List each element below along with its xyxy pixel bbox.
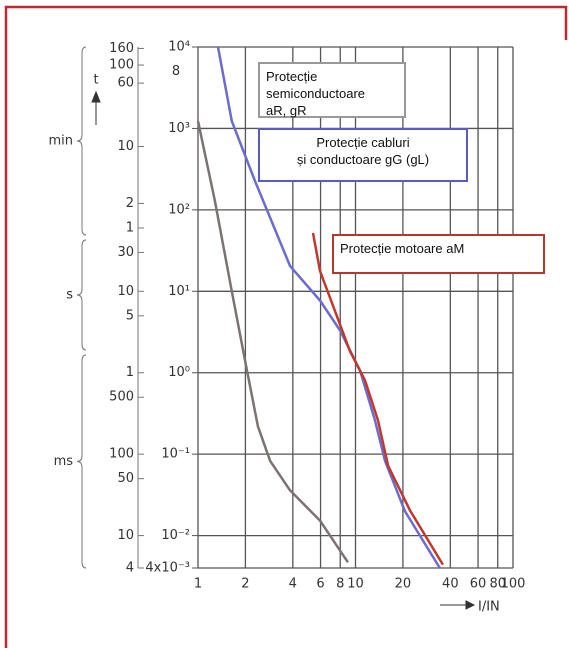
time-tick-label: 100 <box>109 447 134 462</box>
time-tick-label: 60 <box>117 76 134 91</box>
time-tick-label: 1 <box>126 365 134 380</box>
x-tick-label: 80 <box>489 577 506 592</box>
time-tick-label: 500 <box>109 390 134 405</box>
time-unit: s <box>66 288 73 303</box>
curve <box>196 120 349 563</box>
time-tick-label: 160 <box>109 41 134 56</box>
time-tick-label: 30 <box>117 245 134 260</box>
x-tick-label: 8 <box>336 577 344 592</box>
x-tick-label: 4 <box>289 577 297 592</box>
legend-box: Protecție semiconductoare aR, gR <box>258 62 406 118</box>
time-tick-label: 1 <box>126 220 134 235</box>
x-label: I/IN <box>478 600 500 615</box>
time-tick-label: 100 <box>109 58 134 73</box>
time-tick-label: 10 <box>117 284 134 299</box>
annotation: 8 <box>172 64 180 79</box>
time-unit: min <box>48 134 73 149</box>
y-tick-label: 10⁻¹ <box>161 447 190 462</box>
time-tick-label: 4 <box>126 561 134 576</box>
time-tick-label: 2 <box>126 196 134 211</box>
x-tick-label: 40 <box>442 577 459 592</box>
brace <box>76 46 87 236</box>
x-tick-label: 6 <box>316 577 324 592</box>
time-tick-label: 50 <box>117 471 134 486</box>
y-tick-label: 10⁰ <box>168 365 190 380</box>
time-tick-label: 10 <box>117 139 134 154</box>
arrow <box>440 600 476 610</box>
arrow <box>91 90 101 125</box>
x-tick-label: 20 <box>395 577 412 592</box>
time-unit: ms <box>54 454 74 469</box>
brace <box>76 239 87 351</box>
y-tick-label: 10³ <box>168 121 190 136</box>
curve <box>311 232 444 566</box>
x-tick-label: 100 <box>501 577 526 592</box>
y-tick-label: 10² <box>168 202 190 217</box>
time-tick-label: 10 <box>117 528 134 543</box>
frame <box>4 5 568 648</box>
x-tick-label: 1 <box>194 577 202 592</box>
x-tick-label: 10 <box>347 577 364 592</box>
y-tick-label: 10¹ <box>168 284 190 299</box>
x-tick-label: 2 <box>241 577 249 592</box>
brace <box>76 354 87 569</box>
y-label: t <box>93 73 98 88</box>
legend-box: Protecție motoare aM <box>332 234 545 274</box>
legend-box: Protecție cabluri și conductoare gG (gL) <box>258 128 468 182</box>
y-tick-label: 10⁴ <box>168 40 190 55</box>
y-tick-label: 4x10⁻³ <box>145 561 190 576</box>
curve <box>216 46 441 569</box>
time-tick-label: 5 <box>126 308 134 323</box>
y-tick-label: 10⁻² <box>161 528 190 543</box>
x-tick-label: 60 <box>470 577 487 592</box>
